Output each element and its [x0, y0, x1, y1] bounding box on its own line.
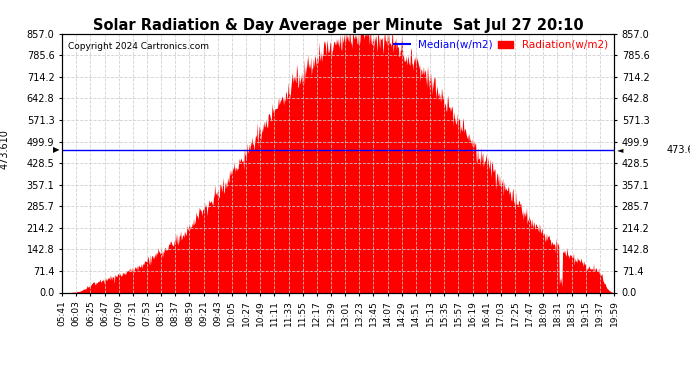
Text: ◄: ◄	[617, 145, 623, 154]
Legend: Median(w/m2), Radiation(w/m2): Median(w/m2), Radiation(w/m2)	[390, 36, 612, 54]
Title: Solar Radiation & Day Average per Minute  Sat Jul 27 20:10: Solar Radiation & Day Average per Minute…	[92, 18, 584, 33]
Text: Copyright 2024 Cartronics.com: Copyright 2024 Cartronics.com	[68, 42, 208, 51]
Text: ▶: ▶	[53, 145, 59, 154]
Text: 473.610: 473.610	[0, 130, 10, 170]
Text: 473.610: 473.610	[667, 144, 690, 154]
